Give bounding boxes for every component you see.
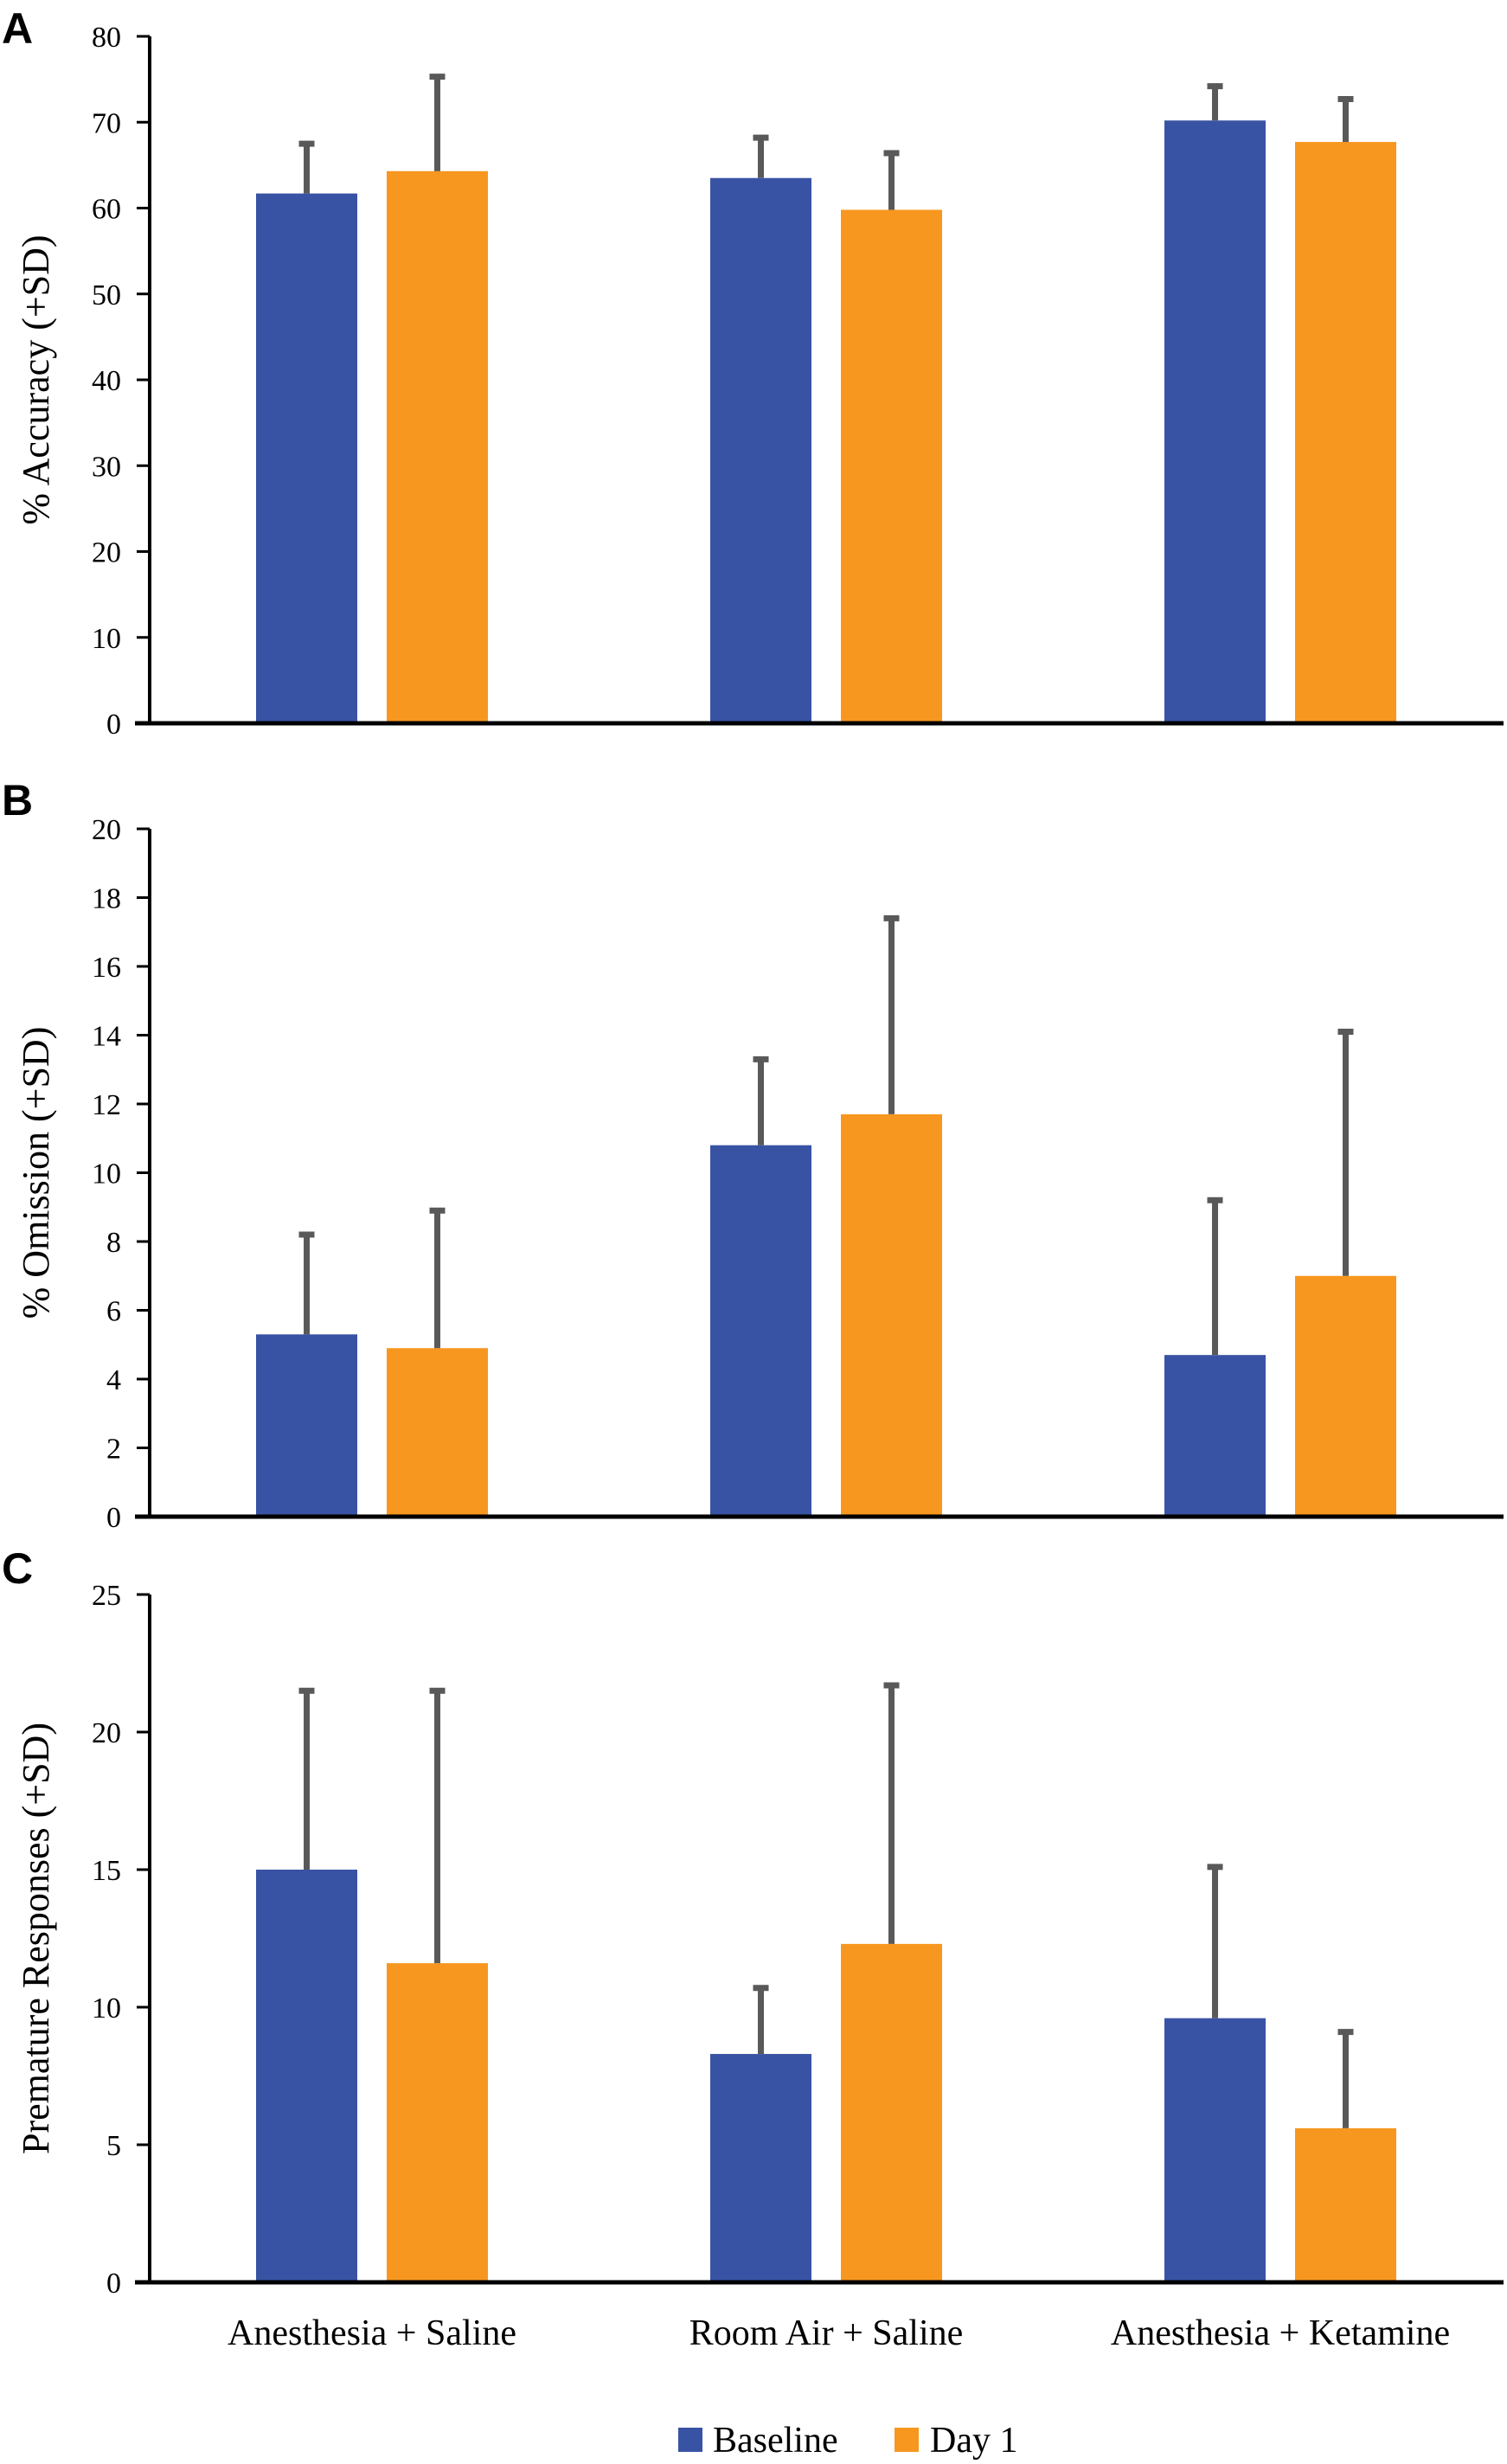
x-category-label: Anesthesia + Saline [228,2313,516,2353]
y-tick-label: 18 [92,883,121,915]
bar-baseline-1 [710,2054,811,2282]
y-tick-label: 0 [106,1502,121,1534]
y-tick-label: 50 [92,279,121,311]
legend-swatch-day1 [895,2428,919,2452]
legend-label-baseline: Baseline [713,2421,838,2461]
bar-day1-2 [1295,142,1396,723]
y-tick-label: 14 [92,1021,121,1053]
y-tick-label: 10 [92,623,121,655]
y-tick-label: 60 [92,194,121,226]
y-tick-label: 30 [92,451,121,483]
legend-label-day1: Day 1 [930,2421,1017,2461]
bar-day1-1 [841,1113,942,1517]
y-tick-label: 15 [92,1855,121,1887]
bar-baseline-2 [1164,1355,1266,1517]
bar-baseline-2 [1164,120,1266,723]
y-axis-title: % Accuracy (+SD) [15,234,57,524]
bar-day1-1 [841,209,942,724]
bar-baseline-0 [256,1870,357,2282]
panel-c: C Premature Responses (+SD) 0 5 10 15 20 25 Anes… [2,1544,1504,2353]
legend-swatch-baseline [678,2428,702,2452]
legend: Baseline Day 1 [678,2421,1017,2461]
y-tick-label: 25 [92,1580,121,1612]
y-tick-label: 10 [92,1992,121,2024]
panel-letter: C [2,1544,33,1593]
y-tick-label: 20 [92,1717,121,1749]
bar-day1-0 [387,1963,488,2282]
y-tick-label: 4 [106,1364,121,1396]
y-tick-label: 10 [92,1158,121,1190]
panel-b: B % Omission (+SD) 0 2 4 6 8 10 12 14 16 18 20 [2,776,1504,1534]
y-tick-label: 20 [92,537,121,569]
y-tick-label: 12 [92,1089,121,1121]
panel-letter: B [2,776,33,825]
y-axis-title: Premature Responses (+SD) [15,1723,57,2154]
panel-letter: A [2,4,33,53]
y-tick-label: 70 [92,107,121,139]
y-tick-label: 0 [106,2268,121,2300]
bar-day1-0 [387,1348,488,1517]
bar-baseline-1 [710,1145,811,1517]
x-category-label: Anesthesia + Ketamine [1111,2313,1450,2353]
bar-baseline-1 [710,177,811,723]
bar-baseline-0 [256,193,357,723]
x-category-label: Room Air + Saline [689,2313,964,2353]
bar-day1-2 [1295,2127,1396,2282]
panel-a: A % Accuracy (+SD) 0 10 20 30 40 50 60 70 80 [2,4,1504,741]
y-tick-label: 80 [92,22,121,54]
y-tick-label: 6 [106,1296,121,1328]
y-tick-label: 8 [106,1227,121,1259]
y-tick-label: 5 [106,2130,121,2162]
y-tick-label: 40 [92,365,121,397]
y-axis-title: % Omission (+SD) [15,1027,57,1319]
y-tick-label: 2 [106,1434,121,1466]
bar-baseline-2 [1164,2018,1266,2282]
bar-day1-0 [387,170,488,723]
bar-day1-1 [841,1943,942,2282]
bar-day1-2 [1295,1275,1396,1517]
y-tick-label: 0 [106,709,121,741]
y-tick-label: 20 [92,814,121,846]
y-tick-label: 16 [92,952,121,984]
bar-baseline-0 [256,1334,357,1517]
